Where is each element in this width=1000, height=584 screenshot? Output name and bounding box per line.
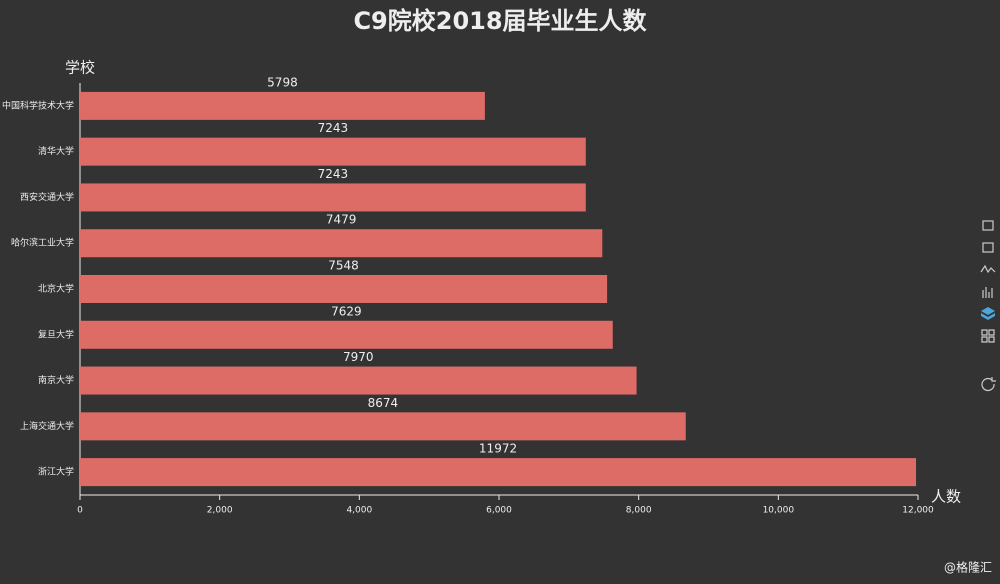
chart-title: C9院校2018届毕业生人数 [353,7,647,35]
watermark: @格隆汇 [944,560,992,575]
value-label: 7970 [343,350,374,364]
tool-icon[interactable] [980,264,996,274]
value-label: 7243 [318,167,349,181]
value-label: 7243 [318,121,349,135]
bar [80,91,485,120]
bar [80,275,608,303]
x-tick-label: 4,000 [346,506,372,516]
y-tick-label: 上海交通大学 [20,420,74,432]
bar [80,366,637,395]
value-label: 7479 [326,213,357,227]
bar [80,320,613,349]
y-tick-label: 清华大学 [38,145,74,157]
x-tick-label: 0 [77,506,83,516]
tool-icon[interactable] [981,307,995,320]
y-tick-label: 西安交通大学 [20,191,74,203]
tool-icon[interactable] [982,242,994,253]
bar [80,183,586,212]
x-tick-label: 2,000 [207,506,233,516]
tool-icon[interactable] [982,220,994,231]
bar [80,458,917,487]
y-tick-label: 哈尔滨工业大学 [11,237,74,249]
bar [80,137,586,166]
x-axis-name: 人数 [931,488,961,506]
tool-icon[interactable] [982,287,993,298]
y-tick-label: 复旦大学 [38,328,74,340]
x-tick-label: 8,000 [626,506,652,516]
x-tick-label: 12,000 [902,506,934,516]
value-label: 7548 [328,259,359,273]
value-label: 7629 [331,304,362,318]
bar [80,229,603,258]
bar [80,412,686,441]
y-tick-label: 浙江大学 [38,466,74,478]
y-tick-label: 南京大学 [38,374,74,386]
y-tick-label: 中国科学技术大学 [2,99,74,111]
tool-icon[interactable] [981,329,995,343]
toolbox[interactable] [980,220,996,392]
value-label: 5798 [267,75,298,89]
x-tick-label: 6,000 [486,506,512,516]
value-label: 8674 [368,396,399,410]
x-tick-label: 10,000 [763,506,795,516]
value-label: 11972 [479,442,517,456]
y-axis-name: 学校 [65,59,95,77]
tool-icon[interactable] [981,377,996,392]
y-tick-label: 北京大学 [38,283,74,295]
